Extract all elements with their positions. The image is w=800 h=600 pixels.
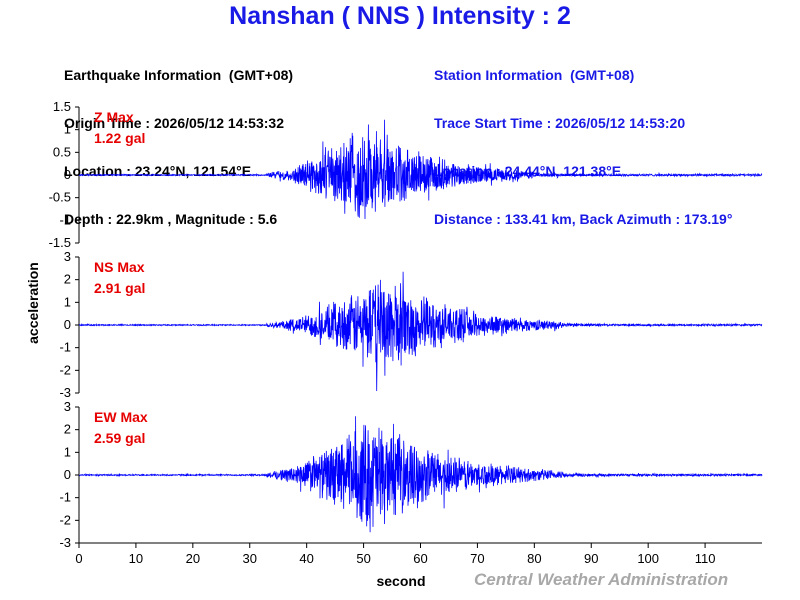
y-tick-label: 0 bbox=[64, 317, 71, 332]
agency-credit: Central Weather Administration bbox=[474, 570, 729, 589]
x-tick-label: 80 bbox=[527, 551, 541, 566]
x-tick-label: 0 bbox=[75, 551, 82, 566]
y-tick-label: -1 bbox=[59, 212, 71, 227]
y-tick-label: 2 bbox=[64, 422, 71, 437]
y-axis-label: acceleration bbox=[25, 262, 41, 344]
component-label: NS Max bbox=[94, 259, 145, 275]
y-tick-label: 1 bbox=[64, 444, 71, 459]
y-tick-label: 0 bbox=[64, 467, 71, 482]
x-tick-label: 10 bbox=[129, 551, 143, 566]
x-tick-label: 20 bbox=[186, 551, 200, 566]
y-tick-label: -1 bbox=[59, 340, 71, 355]
y-tick-label: -0.5 bbox=[49, 190, 71, 205]
y-tick-label: -2 bbox=[59, 512, 71, 527]
x-tick-label: 60 bbox=[413, 551, 427, 566]
y-tick-label: 3 bbox=[64, 249, 71, 264]
x-tick-label: 70 bbox=[470, 551, 484, 566]
y-tick-label: 1.5 bbox=[53, 99, 71, 114]
max-acceleration-label: 2.59 gal bbox=[94, 430, 145, 446]
page-title: Nanshan ( NNS ) Intensity : 2 bbox=[229, 2, 571, 30]
earthquake-info-heading: Earthquake Information (GMT+08) bbox=[64, 67, 294, 83]
y-tick-label: -3 bbox=[59, 385, 71, 400]
x-tick-label: 50 bbox=[356, 551, 370, 566]
waveform-trace bbox=[79, 416, 763, 533]
y-tick-label: 0 bbox=[64, 167, 71, 182]
x-tick-label: 40 bbox=[299, 551, 313, 566]
y-tick-label: -2 bbox=[59, 362, 71, 377]
y-tick-label: 3 bbox=[64, 399, 71, 414]
x-tick-label: 110 bbox=[695, 551, 716, 566]
max-acceleration-label: 2.91 gal bbox=[94, 280, 145, 296]
y-tick-label: -1 bbox=[59, 490, 71, 505]
trace-start-time: Trace Start Time : 2026/05/12 14:53:20 bbox=[434, 115, 686, 131]
origin-time: Origin Time : 2026/05/12 14:53:32 bbox=[64, 115, 284, 131]
waveform-trace bbox=[78, 271, 763, 392]
distance-azimuth: Distance : 133.41 km, Back Azimuth : 173… bbox=[434, 211, 733, 227]
y-tick-label: -3 bbox=[59, 535, 71, 550]
x-tick-label: 100 bbox=[637, 551, 659, 566]
x-tick-label: 90 bbox=[584, 551, 598, 566]
station-info-heading: Station Information (GMT+08) bbox=[434, 67, 635, 83]
x-tick-label: 30 bbox=[243, 551, 257, 566]
x-axis-label: second bbox=[376, 573, 425, 589]
earthquake-info: Earthquake Information (GMT+08) Origin T… bbox=[64, 35, 293, 259]
y-tick-label: -1.5 bbox=[49, 235, 71, 250]
y-tick-label: 1 bbox=[64, 122, 71, 137]
component-label: Z Max bbox=[94, 109, 134, 125]
component-label: EW Max bbox=[94, 409, 148, 425]
y-tick-label: 1 bbox=[64, 294, 71, 309]
max-acceleration-label: 1.22 gal bbox=[94, 130, 145, 146]
y-tick-label: 2 bbox=[64, 272, 71, 287]
depth-magnitude: Depth : 22.9km , Magnitude : 5.6 bbox=[64, 211, 278, 227]
waveform-trace bbox=[78, 119, 763, 220]
y-tick-label: 0.5 bbox=[53, 144, 71, 159]
